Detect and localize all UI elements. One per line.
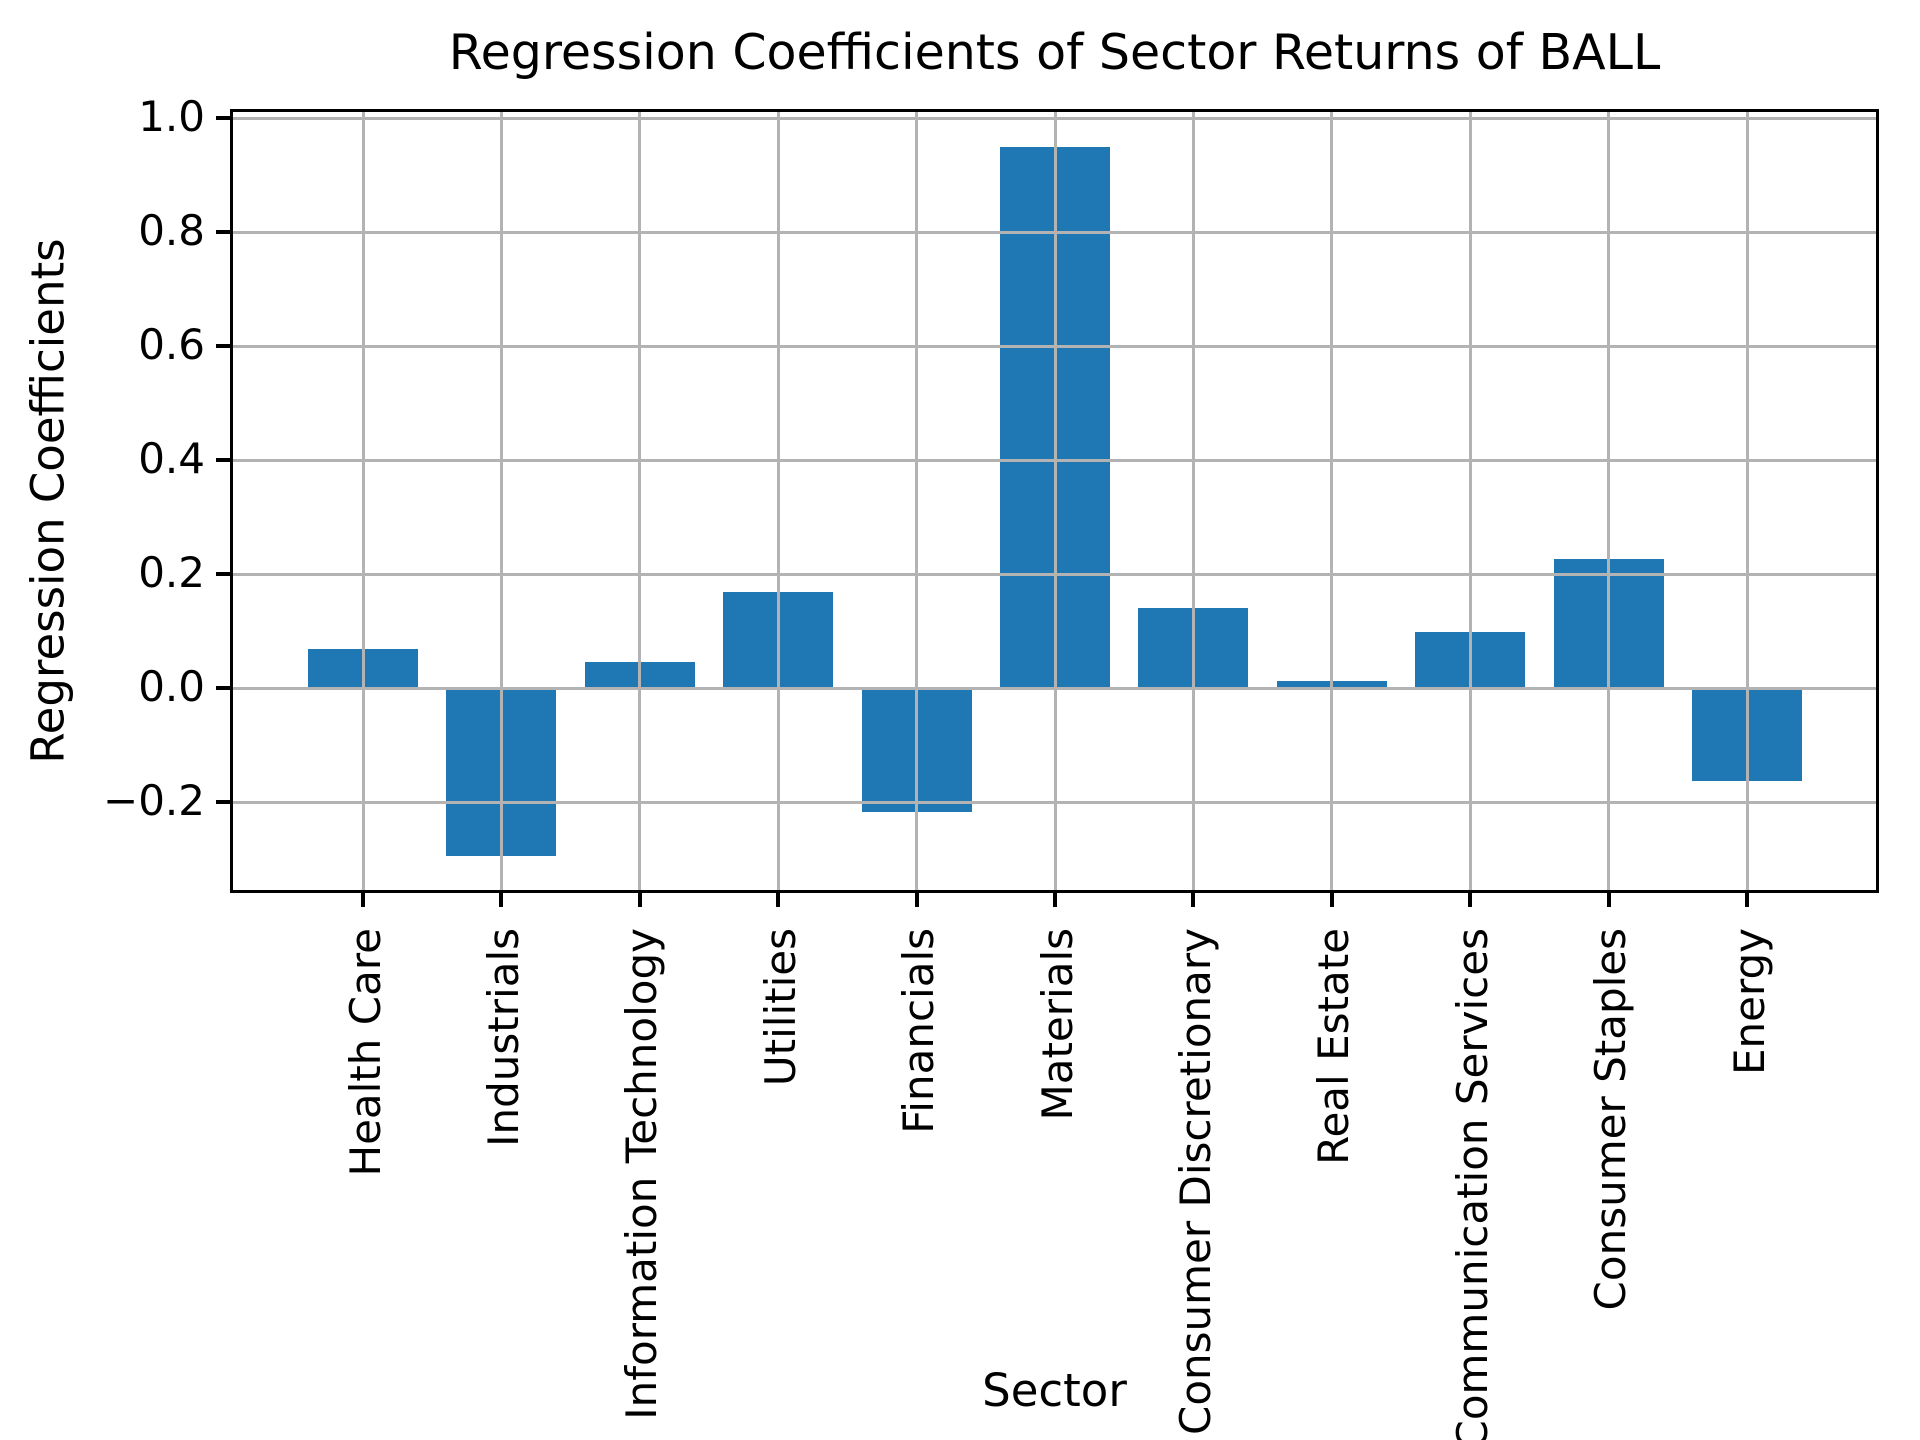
gridline-x-materials [1053,112,1057,890]
x-tick-mark [1468,893,1473,907]
gridline-x-financials [915,112,919,890]
x-tick-label-utilities: Utilities [755,928,805,1087]
x-tick-mark [1191,893,1196,907]
x-tick-label-energy: Energy [1724,928,1774,1076]
gridline-x-information-technology [638,112,642,890]
x-tick-mark [499,893,504,907]
y-tick-label: 1.0 [138,92,205,142]
gridline-x-consumer-discretionary [1191,112,1195,890]
x-tick-mark [361,893,365,907]
y-tick-label: −0.2 [103,776,205,826]
gridline-x-communication-services [1468,112,1472,890]
gridline-x-utilities [776,112,780,890]
x-tick-mark [637,893,642,907]
x-tick-mark [776,893,781,907]
y-tick-mark [216,230,230,235]
x-tick-label-industrials: Industrials [478,928,528,1147]
x-tick-label-health-care: Health Care [340,928,390,1177]
y-tick-mark [216,800,230,805]
gridline-x-energy [1745,112,1749,890]
x-tick-label-consumer-discretionary: Consumer Discretionary [1170,928,1220,1435]
y-tick-mark [216,686,230,691]
x-tick-mark [1745,893,1749,907]
x-tick-label-real-estate: Real Estate [1309,928,1359,1165]
gridline-x-real-estate [1330,112,1334,890]
y-tick-mark [216,572,230,577]
x-tick-label-materials: Materials [1032,928,1082,1121]
gridline-x-industrials [499,112,503,890]
x-tick-label-financials: Financials [894,928,944,1134]
y-tick-mark [216,116,230,121]
y-tick-label: 0.4 [138,434,205,484]
y-tick-label: 0.0 [138,662,205,712]
x-tick-label-information-technology: Information Technology [617,928,667,1420]
y-tick-mark [216,458,230,463]
y-tick-label: 0.2 [138,548,205,598]
y-tick-label: 0.8 [138,206,205,256]
gridline-x-consumer-staples [1607,112,1611,890]
x-tick-label-consumer-staples: Consumer Staples [1586,928,1636,1311]
x-tick-mark [1053,893,1057,907]
gridline-x-health-care [361,112,365,890]
x-tick-mark [1606,893,1611,907]
x-axis-label: Sector [982,1364,1127,1417]
chart-title: Regression Coefficients of Sector Return… [448,24,1661,81]
y-tick-label: 0.6 [138,320,205,370]
x-tick-mark [1329,893,1334,907]
x-tick-mark [914,893,919,907]
x-tick-label-communication-services: Communication Services [1447,928,1497,1440]
y-tick-mark [216,344,230,349]
